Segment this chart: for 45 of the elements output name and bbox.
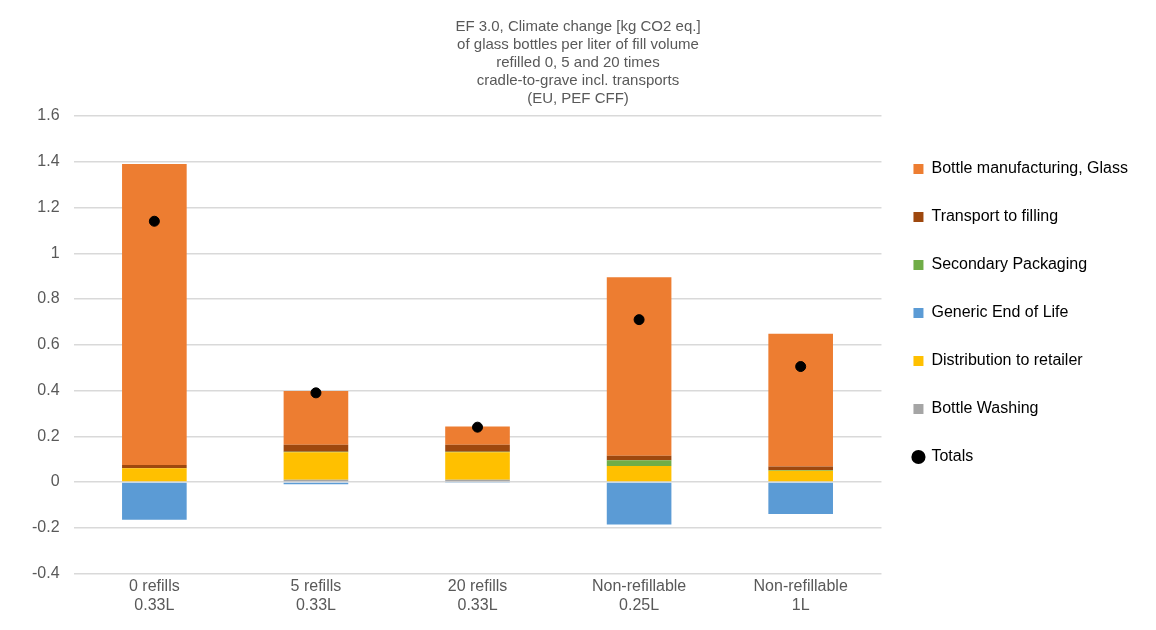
y-tick-label: 1 bbox=[50, 243, 60, 261]
point bbox=[148, 215, 160, 227]
bar bbox=[606, 482, 672, 525]
point bbox=[310, 387, 322, 399]
legend-label: Distribution to retailer bbox=[931, 351, 1084, 369]
legend-label: Totals bbox=[931, 447, 974, 465]
bar bbox=[606, 460, 672, 467]
chart-title: EF 3.0, Climate change [kg CO2 eq.] of glass bottles per liter of fill volume refilled 0, 5 and 20 times cradle-to-grave incl. transports (EU, PEF CFF) bbox=[455, 17, 701, 107]
legend-label: Secondary Packaging bbox=[931, 255, 1088, 273]
legend-label: Generic End of Life bbox=[931, 303, 1069, 321]
bar bbox=[283, 452, 349, 480]
bar bbox=[606, 277, 672, 456]
x-tick-label: 20 refills 0.33L bbox=[447, 576, 508, 613]
x-tick-label: Non-refillable 0.25L bbox=[591, 576, 687, 613]
y-tick-label: 1.6 bbox=[37, 106, 60, 124]
bar bbox=[122, 164, 187, 465]
y-tick-label: -0.4 bbox=[31, 564, 60, 582]
y-tick-label: 0.2 bbox=[37, 426, 60, 444]
y-tick-label: 0 bbox=[50, 472, 60, 490]
x-tick-label: Non-refillable 1L bbox=[753, 576, 848, 613]
legend-label: Bottle Washing bbox=[931, 399, 1039, 417]
bar bbox=[768, 470, 833, 482]
bar bbox=[122, 482, 187, 520]
y-tick-label: 0.4 bbox=[37, 380, 60, 398]
point bbox=[633, 314, 645, 326]
y-tick-label: -0.2 bbox=[31, 518, 60, 536]
bar bbox=[283, 391, 349, 445]
bar bbox=[768, 482, 833, 515]
point bbox=[795, 361, 807, 373]
legend-label: Transport to filling bbox=[931, 207, 1059, 225]
bar bbox=[283, 444, 349, 452]
y-tick-label: 1.4 bbox=[37, 152, 60, 170]
y-tick-label: 1.2 bbox=[37, 197, 60, 215]
x-tick-label: 5 refills 0.33L bbox=[290, 576, 342, 613]
bar bbox=[445, 426, 510, 445]
x-tick-label: 0 refills 0.33L bbox=[129, 576, 180, 613]
bar bbox=[445, 452, 510, 480]
bar bbox=[606, 466, 672, 482]
bar bbox=[768, 333, 833, 467]
point bbox=[472, 421, 484, 433]
bar bbox=[122, 468, 187, 482]
y-tick-label: 0.8 bbox=[37, 289, 60, 307]
legend-label: Bottle manufacturing, Glass bbox=[931, 159, 1129, 177]
y-tick-label: 0.6 bbox=[37, 335, 60, 353]
bar bbox=[445, 444, 510, 452]
